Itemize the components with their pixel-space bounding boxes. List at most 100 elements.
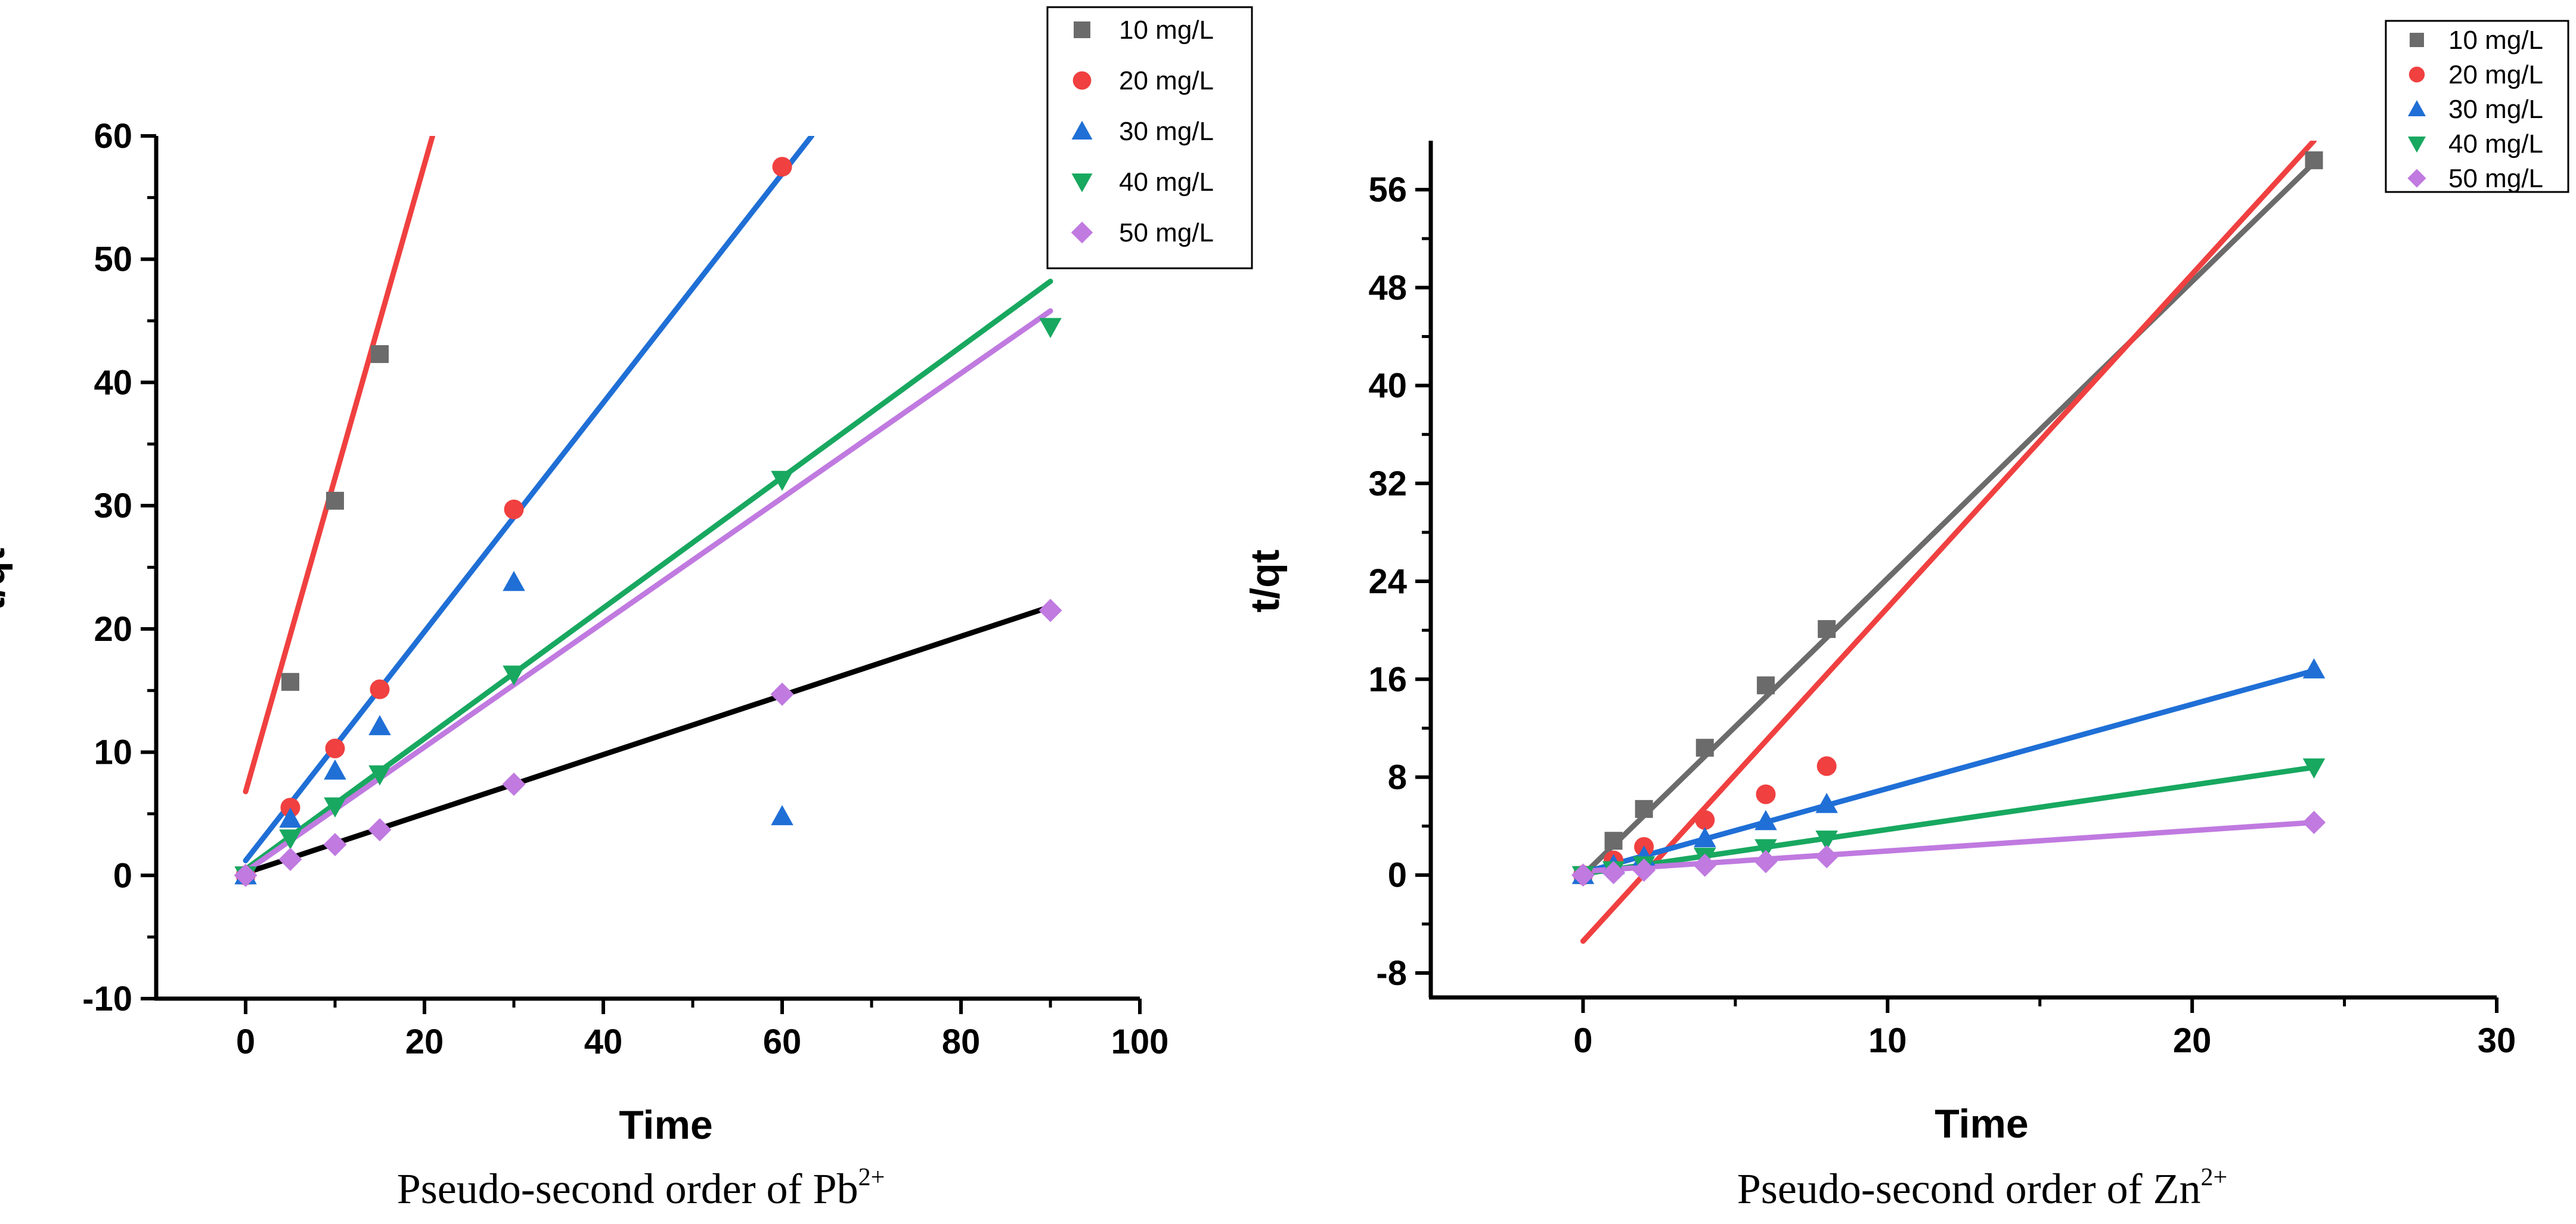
- data-point: [1754, 839, 1777, 860]
- legend-label: 50 mg/L: [1119, 218, 1214, 247]
- data-point: [772, 157, 792, 177]
- data-point: [1695, 739, 1714, 757]
- data-point: [504, 499, 524, 519]
- y-tick-label: 10: [94, 733, 132, 772]
- data-point: [1756, 676, 1775, 695]
- legend-marker: [2407, 169, 2426, 188]
- fit-line: [1580, 141, 2317, 944]
- data-point: [368, 818, 392, 842]
- data-point: [279, 807, 302, 828]
- legend-marker: [2410, 33, 2424, 47]
- legend-marker: [2408, 137, 2426, 153]
- legend-label: 40 mg/L: [1119, 168, 1214, 197]
- legend-label: 50 mg/L: [2448, 164, 2543, 193]
- data-point: [281, 673, 299, 691]
- data-point: [370, 679, 390, 699]
- data-point: [368, 765, 391, 786]
- x-tick-label: 30: [2478, 1021, 2516, 1060]
- y-tick-label: 16: [1368, 660, 1407, 699]
- data-point: [503, 571, 525, 591]
- data-point: [1695, 810, 1715, 830]
- x-tick-label: 0: [1573, 1021, 1592, 1060]
- y-tick-label: 48: [1368, 268, 1407, 307]
- y-tick-label: 40: [94, 363, 132, 402]
- data-point: [323, 833, 347, 857]
- data-point: [771, 805, 793, 826]
- figure-caption: Pseudo-second order of Zn2+: [1737, 1164, 2227, 1213]
- data-point: [1039, 318, 1062, 339]
- y-tick-label: 32: [1368, 464, 1407, 503]
- data-point: [1602, 861, 1626, 885]
- chart-pb-pseudo-second-order: 0 20 40 60 80 100 -10 0 10 20 30 40 50 60 Time t/qt 10 m…: [0, 6, 1253, 1213]
- y-axis-title: t/qt: [1242, 550, 1288, 613]
- data-point: [1635, 800, 1653, 818]
- y-tick-label: 40: [1368, 367, 1407, 405]
- data-point: [1694, 827, 1716, 848]
- data-point: [1756, 784, 1776, 804]
- y-tick-label: 20: [94, 610, 132, 649]
- y-tick-label: 24: [1368, 562, 1407, 601]
- caption-superscript: 2+: [2201, 1164, 2228, 1191]
- y-tick-label: 60: [94, 117, 132, 156]
- x-tick-label: 20: [405, 1022, 444, 1061]
- legend-label: 20 mg/L: [2448, 60, 2543, 89]
- caption-superscript: 2+: [858, 1164, 885, 1191]
- fit-line: [243, 136, 814, 863]
- legend-marker: [1071, 173, 1093, 193]
- data-point: [325, 738, 345, 758]
- y-tick-label: 30: [94, 486, 132, 525]
- legend-label: 40 mg/L: [2448, 129, 2543, 159]
- x-tick-label: 40: [584, 1022, 623, 1061]
- legend-marker: [1071, 221, 1093, 244]
- data-point: [1754, 850, 1778, 873]
- data-point: [324, 797, 346, 818]
- y-tick-label: -8: [1376, 954, 1407, 993]
- data-point: [371, 345, 389, 363]
- figure-caption: Pseudo-second order of Pb2+: [397, 1164, 885, 1213]
- series-50-mg-L: [1571, 810, 2326, 887]
- legend-marker: [2408, 100, 2426, 116]
- legend-marker: [1072, 71, 1092, 90]
- data-point: [1693, 853, 1717, 877]
- series-10-mg-L: [1574, 151, 2323, 884]
- legend-label: 30 mg/L: [1119, 117, 1214, 146]
- data-point: [2302, 658, 2326, 678]
- data-point: [326, 491, 344, 510]
- x-tick-label: 100: [1111, 1022, 1169, 1061]
- data-point: [502, 772, 526, 796]
- legend-label: 30 mg/L: [2448, 95, 2543, 124]
- y-tick-label: 50: [94, 240, 132, 279]
- y-tick-label: 8: [1388, 758, 1407, 797]
- data-point: [1815, 845, 1839, 869]
- data-point: [278, 847, 302, 871]
- y-tick-label: 56: [1368, 171, 1407, 209]
- x-tick-label: 0: [236, 1022, 255, 1061]
- x-tick-label: 10: [1868, 1021, 1907, 1060]
- series-30-mg-L: [234, 571, 793, 885]
- data-point: [1754, 810, 1777, 831]
- data-point: [1818, 620, 1836, 639]
- y-tick-label: 0: [1388, 856, 1407, 895]
- data-point: [2302, 810, 2326, 834]
- data-point: [1815, 831, 1838, 851]
- data-point: [2302, 758, 2326, 779]
- y-tick-label: 0: [113, 856, 132, 895]
- data-point: [1571, 863, 1595, 887]
- x-tick-label: 20: [2173, 1021, 2212, 1060]
- legend-label: 10 mg/L: [2448, 26, 2543, 55]
- data-point: [1632, 859, 1656, 882]
- data-point: [1039, 599, 1062, 622]
- legend-label: 10 mg/L: [1119, 16, 1214, 45]
- data-point: [1816, 756, 1837, 776]
- data-point: [503, 665, 525, 686]
- series-50-mg-L: [234, 599, 1062, 887]
- data-point: [368, 715, 391, 736]
- y-tick-label: -10: [82, 980, 132, 1018]
- x-tick-label: 60: [763, 1022, 802, 1061]
- x-axis-title: Time: [619, 1102, 712, 1148]
- x-tick-label: 80: [942, 1022, 981, 1061]
- chart-zn-pseudo-second-order: 0 10 20 30 -8 0 8 16 24 32 40 48 56 Time t/qt 10 mg/L 20…: [1242, 20, 2569, 1213]
- data-point: [279, 829, 302, 850]
- data-point: [324, 759, 346, 780]
